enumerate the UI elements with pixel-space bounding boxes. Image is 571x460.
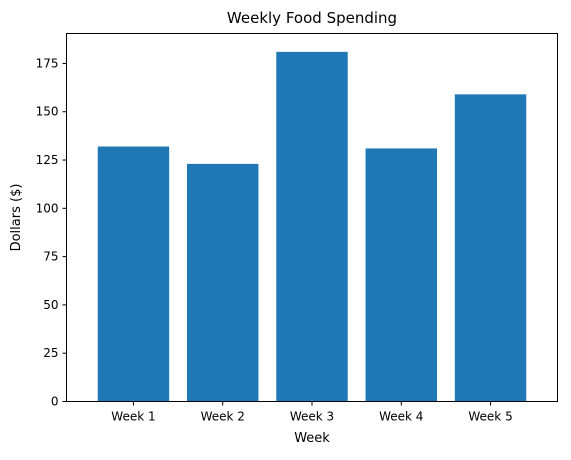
x-tick-label: Week 4	[379, 410, 423, 424]
bars-group	[97, 51, 527, 402]
bar-2	[187, 163, 259, 402]
x-tick-label: Week 1	[111, 410, 155, 424]
x-tick-label: Week 2	[201, 410, 245, 424]
y-tick-label: 175	[36, 56, 59, 70]
x-axis-ticks: Week 1 Week 2 Week 3 Week 4 Week 5	[111, 401, 513, 424]
y-axis-label: Dollars ($)	[9, 184, 24, 252]
bar-1	[97, 146, 170, 402]
chart-title: Weekly Food Spending	[227, 9, 397, 27]
y-tick-label: 25	[43, 346, 58, 360]
y-tick-label: 75	[43, 250, 58, 264]
x-tick-label: Week 3	[290, 410, 334, 424]
y-tick-label: 125	[36, 153, 59, 167]
y-tick-label: 50	[43, 298, 58, 312]
bar-4	[365, 148, 437, 402]
y-tick-label: 150	[36, 105, 59, 119]
bar-3	[276, 51, 348, 402]
x-tick-label: Week 5	[468, 410, 512, 424]
x-axis-label: Week	[294, 431, 330, 446]
plot-frame	[66, 33, 558, 402]
y-tick-label: 0	[51, 395, 59, 409]
bar-5	[454, 94, 527, 402]
y-axis-ticks: 0 25 50 75 100 125 150 175	[36, 56, 67, 409]
y-tick-label: 100	[36, 201, 59, 215]
